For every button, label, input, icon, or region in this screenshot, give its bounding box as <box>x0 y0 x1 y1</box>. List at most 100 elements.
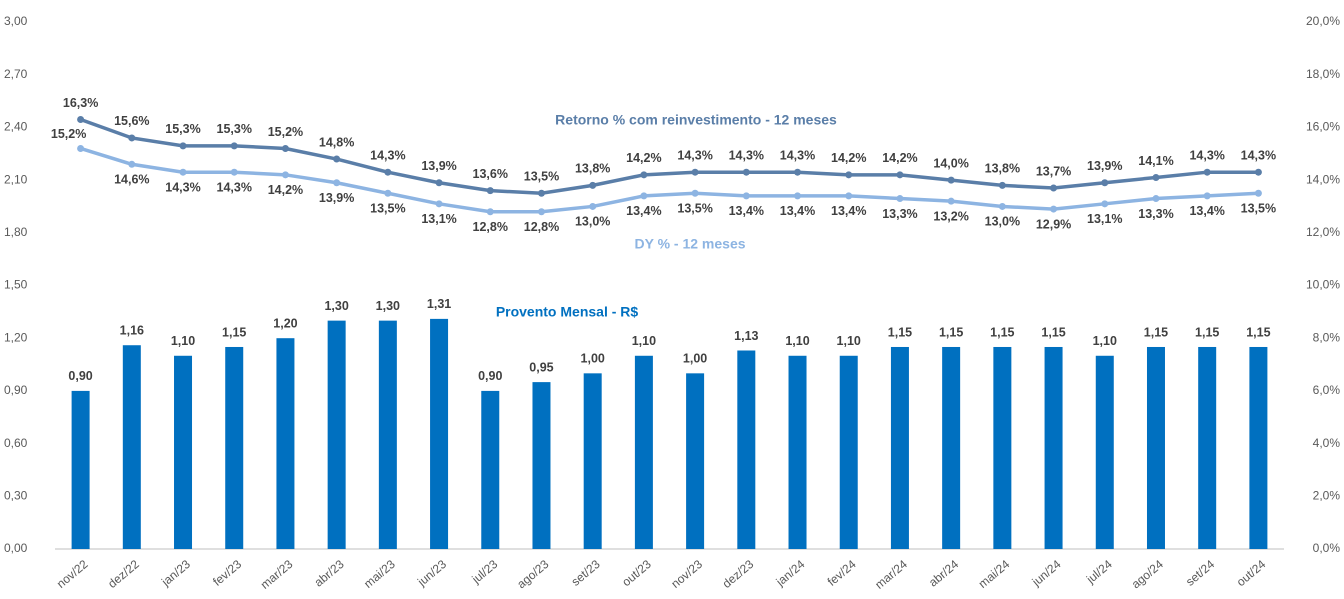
point <box>486 187 494 195</box>
y-tick-label: 2,70 <box>4 67 28 81</box>
data-label: 14,3% <box>1241 148 1276 162</box>
x-tick-label: fev/23 <box>210 557 244 589</box>
point <box>947 176 955 184</box>
line <box>80 117 1259 196</box>
point <box>1050 205 1058 213</box>
bar <box>1146 346 1165 549</box>
x-tick-label: dez/23 <box>720 557 757 591</box>
point <box>230 168 238 176</box>
bar <box>174 355 193 549</box>
x-tick-label: nov/23 <box>668 557 705 591</box>
data-label: 1,10 <box>1093 334 1117 348</box>
data-label: 13,9% <box>421 159 456 173</box>
y2-tick-label: 8,0% <box>1313 330 1341 344</box>
point <box>640 192 648 200</box>
point <box>589 181 597 189</box>
data-label: 13,7% <box>1036 164 1071 178</box>
data-label: 15,2% <box>268 125 303 139</box>
y2-tick-label: 16,0% <box>1306 120 1340 134</box>
bar <box>532 382 551 549</box>
point <box>1101 200 1109 208</box>
line <box>80 146 1259 214</box>
x-tick-label: ago/24 <box>1129 557 1166 592</box>
data-label: 13,8% <box>575 162 610 176</box>
bar <box>993 346 1012 549</box>
data-label: 13,9% <box>319 191 354 205</box>
bar <box>327 320 346 549</box>
data-label: 1,15 <box>990 325 1014 339</box>
point <box>589 202 597 210</box>
data-label: 14,2% <box>268 183 303 197</box>
point <box>1152 173 1160 181</box>
x-tick-label: mai/23 <box>361 557 398 591</box>
data-label: 12,8% <box>473 220 508 234</box>
data-label: 1,13 <box>734 329 758 343</box>
point <box>333 155 341 163</box>
x-tick-label: set/24 <box>1183 557 1217 589</box>
bar <box>1249 346 1268 549</box>
y-tick-label: 0,60 <box>4 436 28 450</box>
point <box>998 202 1006 210</box>
y2-tick-label: 0,0% <box>1313 541 1341 555</box>
point <box>742 168 750 176</box>
data-label: 1,30 <box>324 299 348 313</box>
bar <box>686 373 705 549</box>
data-label: 13,4% <box>729 204 764 218</box>
x-tick-label: nov/22 <box>54 557 91 591</box>
data-label: 14,3% <box>677 148 712 162</box>
bar <box>122 345 141 549</box>
data-label: 14,3% <box>165 180 200 194</box>
point <box>281 171 289 179</box>
data-label: 14,3% <box>1189 148 1224 162</box>
point <box>1203 168 1211 176</box>
point <box>896 195 904 203</box>
x-tick-label: jul/23 <box>468 557 500 587</box>
y-tick-label: 2,10 <box>4 172 28 186</box>
data-label: 12,8% <box>524 220 559 234</box>
bar <box>1095 355 1114 549</box>
point <box>486 208 494 216</box>
y2-tick-label: 12,0% <box>1306 225 1340 239</box>
data-label: 13,5% <box>1241 202 1276 216</box>
data-label: 13,3% <box>882 207 917 221</box>
x-tick-label: mar/23 <box>258 557 296 592</box>
point <box>77 144 85 152</box>
x-tick-label: ago/23 <box>514 557 551 592</box>
data-label: 14,2% <box>882 151 917 165</box>
x-tick-label: abr/23 <box>312 557 347 590</box>
x-tick-label: set/23 <box>569 557 603 589</box>
data-label: 13,5% <box>370 202 405 216</box>
data-label: 16,3% <box>63 96 98 110</box>
x-tick-label: jun/23 <box>414 557 449 590</box>
data-label: 0,90 <box>68 369 92 383</box>
y-tick-label: 0,90 <box>4 383 28 397</box>
point <box>1203 192 1211 200</box>
data-label: 1,15 <box>939 325 963 339</box>
point <box>1050 184 1058 192</box>
data-label: 14,2% <box>831 151 866 165</box>
x-tick-label: fev/24 <box>825 557 859 589</box>
data-label: 13,5% <box>677 202 712 216</box>
series-label: DY % - 12 meses <box>634 236 745 252</box>
y2-tick-label: 2,0% <box>1313 488 1341 502</box>
x-tick-label: out/23 <box>619 557 654 589</box>
y-tick-label: 0,00 <box>4 541 28 555</box>
point <box>1254 189 1262 197</box>
data-label: 14,0% <box>933 156 968 170</box>
data-label: 1,15 <box>1041 325 1065 339</box>
data-label: 14,3% <box>217 180 252 194</box>
point <box>179 168 187 176</box>
point <box>845 171 853 179</box>
point <box>128 134 136 142</box>
y-tick-label: 1,80 <box>4 225 28 239</box>
bar <box>737 350 756 549</box>
data-label: 13,6% <box>473 167 508 181</box>
point <box>537 189 545 197</box>
y2-tick-label: 10,0% <box>1306 278 1340 292</box>
y-tick-label: 1,20 <box>4 330 28 344</box>
series-label: Retorno % com reinvestimento - 12 meses <box>555 112 837 128</box>
y-tick-label: 1,50 <box>4 278 28 292</box>
y2-tick-label: 6,0% <box>1313 383 1341 397</box>
point <box>230 142 238 150</box>
